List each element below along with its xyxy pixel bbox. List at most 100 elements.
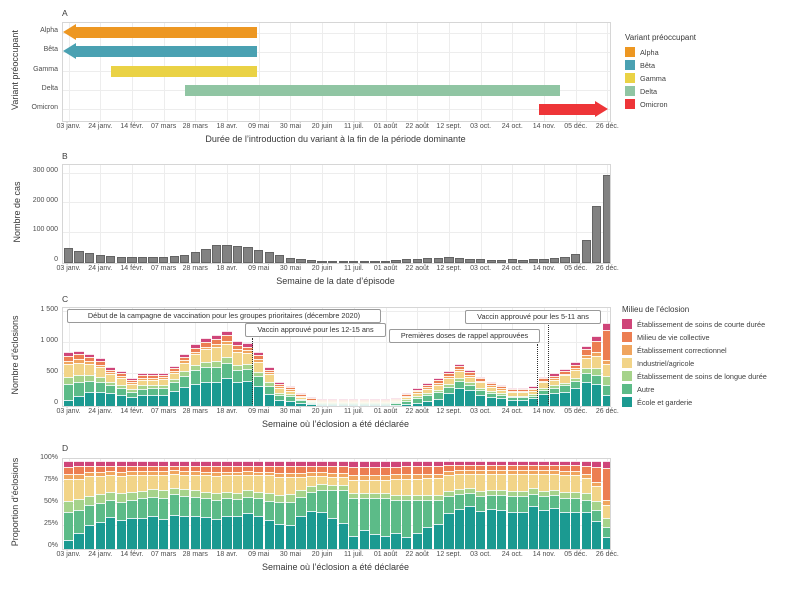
- panel-d-label: D: [62, 443, 69, 453]
- outbreak-bar-segment: [127, 475, 137, 492]
- outbreak-bar-segment: [549, 377, 560, 380]
- outbreak-bar-segment: [137, 475, 148, 491]
- outbreak-bar-segment: [264, 519, 274, 549]
- outbreak-bar-segment: [296, 490, 306, 497]
- outbreak-bar-segment: [528, 473, 539, 489]
- outbreak-bar-segment: [349, 480, 359, 494]
- x-tick-label: 11 juil.: [343, 123, 364, 130]
- outbreak-bar: [338, 461, 348, 549]
- outbreak-bar-segment: [560, 491, 570, 498]
- outbreak-bar-segment: [380, 466, 391, 476]
- outbreak-bar-segment: [497, 398, 507, 406]
- outbreak-bar-segment: [528, 387, 539, 390]
- outbreak-bar-segment: [391, 404, 401, 406]
- x-tick-label: 03 oct.: [470, 265, 492, 272]
- outbreak-bar-segment: [275, 476, 285, 495]
- x-tick-label: 28 mars: [182, 408, 208, 415]
- outbreak-bar-segment: [296, 496, 306, 516]
- outbreak-bar-segment: [254, 375, 264, 387]
- y-tick-label: 100%: [40, 453, 58, 461]
- outbreak-bar: [254, 352, 264, 406]
- outbreak-bar-segment: [444, 495, 454, 514]
- outbreak-bar-segment: [560, 461, 570, 466]
- x-tick-label: 11 juil.: [343, 265, 364, 272]
- outbreak-bar-segment: [190, 474, 200, 491]
- gridline-vertical: [575, 308, 577, 406]
- outbreak-bar-segment: [433, 477, 443, 495]
- outbreak-bar-segment: [201, 475, 211, 492]
- x-tick-label: 18 avr.: [216, 123, 238, 130]
- outbreak-bar-segment: [581, 368, 591, 374]
- outbreak-bar-segment: [539, 509, 549, 549]
- variant-arrowhead-left: [63, 43, 76, 60]
- x-tick-label: 01 août: [373, 123, 398, 130]
- x-tick-label: 11 juil.: [343, 551, 364, 558]
- outbreak-bar-segment: [486, 383, 496, 386]
- case-bar: [148, 256, 158, 263]
- outbreak-bar-segment: [401, 466, 412, 474]
- outbreak-bar: [359, 399, 369, 406]
- outbreak-bar-segment: [306, 399, 317, 401]
- outbreak-bar-segment: [602, 504, 610, 518]
- outbreak-bar: [254, 461, 264, 549]
- outbreak-bar-segment: [359, 400, 369, 401]
- outbreak-bar-segment: [232, 369, 243, 383]
- vaccination-annotation: Premières doses de rappel approuvées: [389, 329, 540, 343]
- outbreak-bar-segment: [158, 461, 169, 467]
- outbreak-bar-segment: [560, 375, 570, 383]
- outbreak-bar-segment: [465, 372, 475, 375]
- outbreak-bar-segment: [423, 526, 433, 549]
- outbreak-bar-segment: [63, 376, 74, 384]
- outbreak-bar-segment: [127, 460, 137, 467]
- x-tick-label: 20 juin: [311, 265, 333, 272]
- outbreak-bar-segment: [275, 388, 285, 393]
- gridline-horizontal: [63, 342, 610, 344]
- case-bar: [232, 245, 243, 263]
- outbreak-bar-segment: [180, 474, 190, 490]
- variant-bar: [184, 84, 560, 96]
- outbreak-bar-segment: [63, 360, 74, 365]
- outbreak-bar-segment: [549, 490, 560, 496]
- outbreak-bar-segment: [264, 393, 274, 406]
- y-tick-label: 300 000: [32, 167, 58, 175]
- outbreak-bar: [211, 334, 222, 406]
- outbreak-bar-segment: [232, 475, 243, 493]
- outbreak-bar: [592, 461, 602, 549]
- case-bar: [95, 255, 105, 263]
- gridline-vertical: [480, 165, 482, 263]
- outbreak-bar-segment: [401, 494, 412, 500]
- outbreak-bar-segment: [95, 476, 105, 495]
- outbreak-bar-segment: [169, 494, 179, 515]
- outbreak-bar-segment: [359, 401, 369, 402]
- x-tick-label: 07 mars: [150, 123, 177, 130]
- gridline-vertical: [100, 23, 102, 121]
- outbreak-bar: [433, 378, 443, 406]
- x-tick-label: 26 déc.: [595, 408, 619, 415]
- outbreak-bar-segment: [454, 494, 465, 510]
- outbreak-bar-segment: [285, 501, 296, 526]
- x-tick-label: 28 mars: [182, 551, 208, 558]
- outbreak-bar-segment: [254, 471, 264, 476]
- outbreak-bar-segment: [317, 399, 327, 400]
- outbreak-bar-segment: [169, 473, 179, 488]
- outbreak-bar-segment: [232, 349, 243, 353]
- x-tick-label: 09 mai: [248, 123, 270, 130]
- outbreak-bar-segment: [180, 362, 190, 372]
- outbreak-bar-segment: [518, 465, 528, 471]
- gridline-vertical: [448, 165, 450, 263]
- outbreak-bar-segment: [391, 532, 401, 549]
- outbreak-bar-segment: [497, 384, 507, 387]
- outbreak-bar-segment: [444, 393, 454, 406]
- legend-item-label: Établissement de soins de longue durée: [637, 371, 767, 381]
- outbreak-bar-segment: [222, 460, 232, 467]
- gridline-vertical: [68, 165, 70, 263]
- y-tick-label: 0: [54, 398, 58, 406]
- x-tick-label: 24 oct.: [501, 551, 523, 558]
- outbreak-bar-segment: [264, 369, 274, 373]
- outbreak-bar-segment: [507, 473, 517, 491]
- gridline-vertical: [607, 23, 609, 121]
- outbreak-bar-segment: [116, 370, 126, 374]
- outbreak-bar: [158, 461, 169, 549]
- outbreak-bar: [592, 336, 602, 406]
- outbreak-bar: [95, 461, 105, 549]
